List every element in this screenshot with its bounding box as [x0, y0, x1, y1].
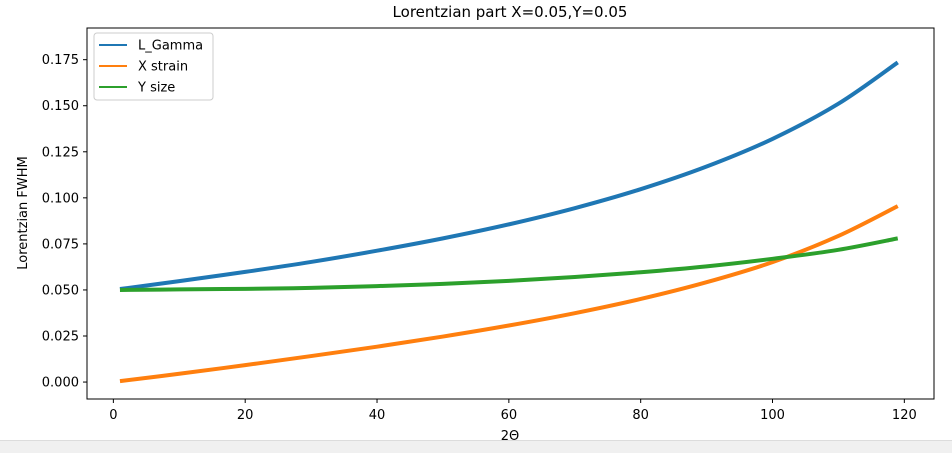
y-tick-label: 0.075 [42, 237, 79, 252]
x-tick-label: 60 [501, 408, 518, 423]
y-tick-label: 0.100 [42, 191, 79, 206]
y-tick-label: 0.000 [42, 376, 79, 391]
window-status-strip [0, 440, 952, 453]
y-axis-label: Lorentzian FWHM [16, 156, 31, 269]
x-tick-label: 40 [369, 408, 386, 423]
x-tick-label: 0 [109, 408, 117, 423]
y-tick-label: 0.175 [42, 53, 79, 68]
legend: L_Gamma X strain Y size [93, 32, 214, 101]
y-tick-label: 0.025 [42, 330, 79, 345]
x-tick-label: 20 [237, 408, 254, 423]
series-layer [119, 60, 899, 384]
chart-title: Lorentzian part X=0.05,Y=0.05 [393, 3, 628, 21]
y-tick-label: 0.125 [42, 145, 79, 160]
x-tick-label: 80 [632, 408, 649, 423]
y-axis-ticks: 0.000 0.025 0.050 0.075 0.100 0.125 0.150 0.175 [42, 53, 87, 391]
y-tick-label: 0.150 [42, 99, 79, 114]
x-tick-label: 100 [760, 408, 785, 423]
plot-area [86, 27, 935, 400]
legend-label-x-strain: X strain [138, 60, 188, 75]
legend-label-l-gamma: L_Gamma [138, 39, 203, 54]
x-axis-ticks: 0 20 40 60 80 100 120 [109, 399, 917, 423]
legend-label-y-size: Y size [137, 81, 175, 96]
y-tick-label: 0.050 [42, 283, 79, 298]
legend-box [93, 32, 214, 101]
series-line-x-strain [119, 204, 899, 384]
series-line-y-size [119, 236, 899, 292]
x-tick-label: 120 [892, 408, 917, 423]
series-line-l-gamma [119, 60, 899, 292]
